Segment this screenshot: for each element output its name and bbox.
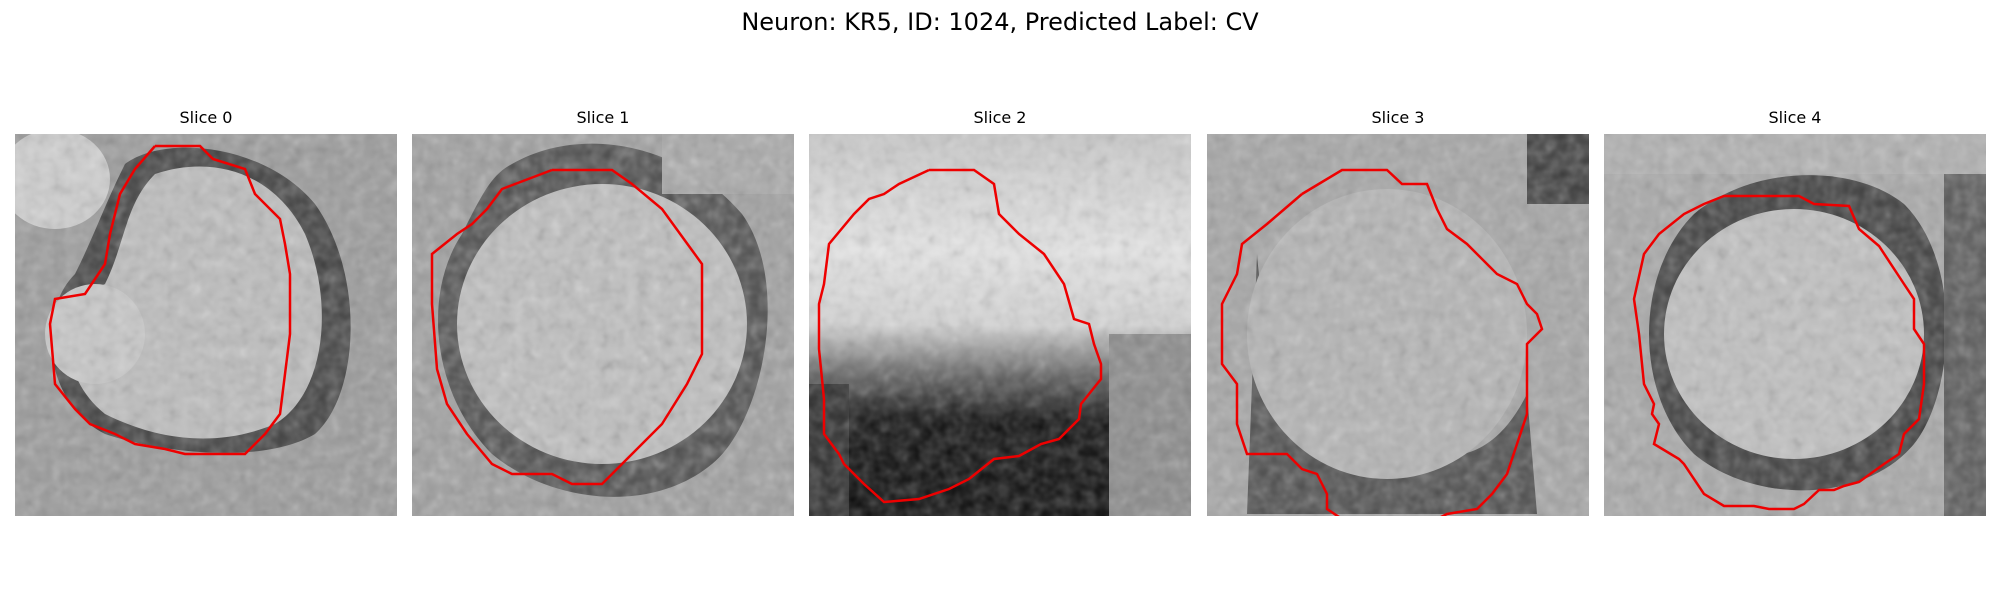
slice-panel-2: Slice 2 — [809, 108, 1191, 516]
contour — [817, 168, 1103, 504]
slice-panel-3: Slice 3 — [1207, 108, 1589, 516]
slice-image — [412, 134, 794, 516]
em-micrograph — [412, 134, 794, 516]
em-micrograph — [1604, 134, 1986, 516]
slice-title: Slice 1 — [576, 108, 630, 127]
slice-panel-1: Slice 1 — [412, 108, 794, 516]
contour — [1632, 194, 1926, 511]
em-micrograph — [809, 134, 1191, 516]
slice-image — [1604, 134, 1986, 516]
slice-title: Slice 3 — [1371, 108, 1425, 127]
em-micrograph — [1207, 134, 1589, 516]
contour — [430, 168, 704, 486]
slice-title: Slice 2 — [973, 108, 1027, 127]
slice-image — [809, 134, 1191, 516]
contour — [1220, 193, 1340, 516]
slice-panel-4: Slice 4 — [1604, 108, 1986, 516]
slice-title: Slice 0 — [179, 108, 233, 127]
slice-image — [15, 134, 397, 516]
contour — [1301, 168, 1544, 516]
slice-image — [1207, 134, 1589, 516]
slice-title: Slice 4 — [1768, 108, 1822, 127]
figure-title: Neuron: KR5, ID: 1024, Predicted Label: … — [741, 8, 1259, 36]
em-micrograph — [15, 134, 397, 516]
contour — [48, 144, 292, 456]
slice-panel-0: Slice 0 — [15, 108, 397, 516]
